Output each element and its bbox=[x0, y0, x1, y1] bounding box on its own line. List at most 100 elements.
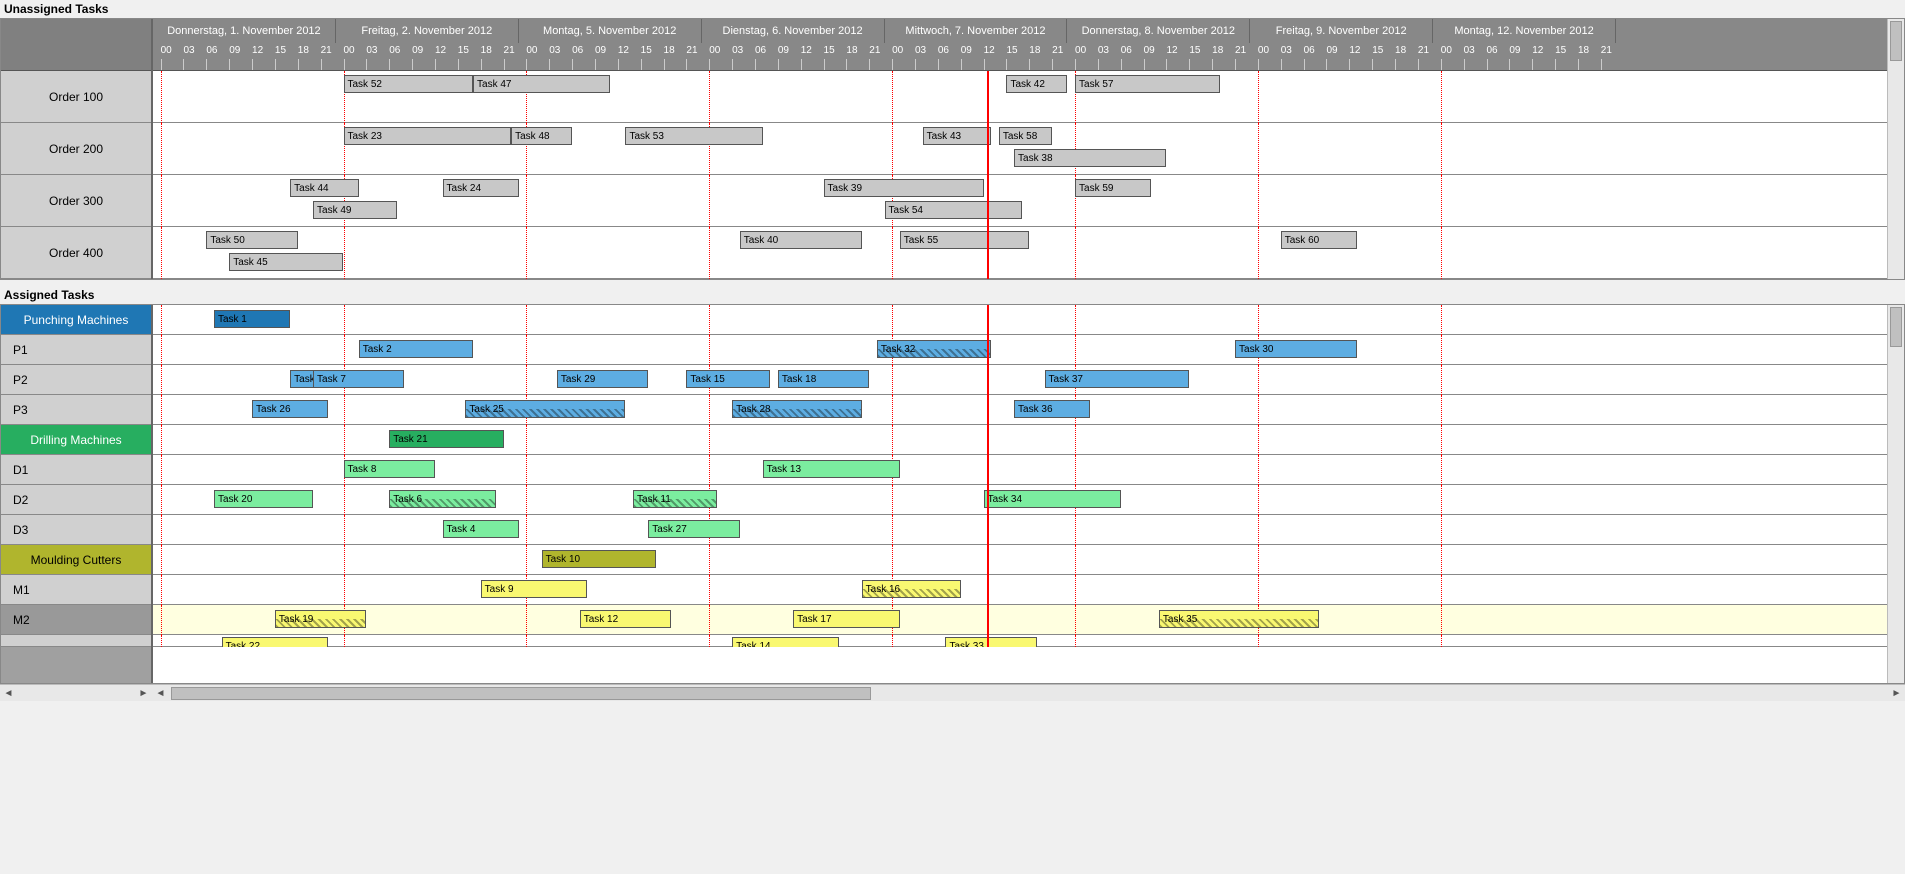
task-bar[interactable]: Task 16 bbox=[862, 580, 961, 598]
task-bar[interactable]: Task 33 bbox=[945, 637, 1036, 647]
scroll-left-icon[interactable]: ◄ bbox=[152, 686, 169, 701]
gantt-row[interactable]: Task 19 Task 12 Task 17 Task 35 bbox=[153, 605, 1887, 635]
task-bar[interactable]: Task 53 bbox=[625, 127, 762, 145]
gantt-row[interactable]: Task 50 Task 45 Task 40 Task 55 Task 60 bbox=[153, 227, 1887, 279]
row-label[interactable]: D3 bbox=[1, 515, 151, 545]
row-label[interactable]: Drilling Machines bbox=[1, 425, 151, 455]
hour-tick: 15 bbox=[1189, 43, 1200, 56]
gantt-row[interactable]: Task 9 Task 16 bbox=[153, 575, 1887, 605]
task-bar[interactable]: Task 17 bbox=[793, 610, 900, 628]
hour-tick: 03 bbox=[1098, 43, 1109, 56]
row-label[interactable]: Moulding Cutters bbox=[1, 545, 151, 575]
assigned-rows[interactable]: Task 1Task 2Task 32Task 30Task 3Task 7Ta… bbox=[153, 305, 1887, 647]
gantt-row[interactable]: Task 8 Task 13 bbox=[153, 455, 1887, 485]
unassigned-timeline[interactable]: Donnerstag, 1. November 2012Freitag, 2. … bbox=[153, 19, 1887, 279]
task-bar[interactable]: Task 27 bbox=[648, 520, 739, 538]
task-bar[interactable]: Task 6 bbox=[389, 490, 496, 508]
task-bar[interactable]: Task 50 bbox=[206, 231, 297, 249]
gantt-row[interactable]: Task 52Task 47 Task 42 Task 57 bbox=[153, 71, 1887, 123]
scroll-right-icon[interactable]: ► bbox=[1888, 686, 1905, 701]
task-bar[interactable]: Task 37 bbox=[1045, 370, 1190, 388]
task-bar[interactable]: Task 43 bbox=[923, 127, 992, 145]
task-bar[interactable]: Task 21 bbox=[389, 430, 503, 448]
task-bar[interactable]: Task 13 bbox=[763, 460, 900, 478]
row-label[interactable]: P3 bbox=[1, 395, 151, 425]
task-bar[interactable]: Task 10 bbox=[542, 550, 656, 568]
row-label[interactable] bbox=[1, 635, 151, 647]
task-bar[interactable]: Task 49 bbox=[313, 201, 397, 219]
task-bar[interactable]: Task 1 bbox=[214, 310, 290, 328]
assigned-timeline[interactable]: Task 1Task 2Task 32Task 30Task 3Task 7Ta… bbox=[153, 305, 1887, 683]
task-bar[interactable]: Task 22 bbox=[222, 637, 329, 647]
task-bar[interactable]: Task 25 bbox=[465, 400, 625, 418]
row-label[interactable]: Order 400 bbox=[1, 227, 151, 279]
row-label[interactable]: P1 bbox=[1, 335, 151, 365]
task-bar[interactable]: Task 47 bbox=[473, 75, 610, 93]
task-bar[interactable]: Task 20 bbox=[214, 490, 313, 508]
row-label[interactable]: M2 bbox=[1, 605, 151, 635]
row-label[interactable]: Punching Machines bbox=[1, 305, 151, 335]
task-bar[interactable]: Task 48 bbox=[511, 127, 572, 145]
task-bar[interactable]: Task 23 bbox=[344, 127, 512, 145]
task-bar[interactable]: Task 28 bbox=[732, 400, 862, 418]
task-bar[interactable]: Task 26 bbox=[252, 400, 328, 418]
task-bar[interactable]: Task 60 bbox=[1281, 231, 1357, 249]
task-bar[interactable]: Task 54 bbox=[885, 201, 1022, 219]
task-bar[interactable]: Task 58 bbox=[999, 127, 1052, 145]
gantt-row[interactable]: Task 4 Task 27 bbox=[153, 515, 1887, 545]
gantt-row[interactable]: Task 26 Task 25 Task 28 Task 36 bbox=[153, 395, 1887, 425]
hscroll-left[interactable]: ◄ ► bbox=[0, 684, 152, 701]
task-bar[interactable]: Task 34 bbox=[984, 490, 1121, 508]
scroll-right-icon[interactable]: ► bbox=[135, 686, 152, 701]
task-bar[interactable]: Task 8 bbox=[344, 460, 435, 478]
task-bar[interactable]: Task 59 bbox=[1075, 179, 1151, 197]
row-label[interactable]: M1 bbox=[1, 575, 151, 605]
task-bar[interactable]: Task 19 bbox=[275, 610, 366, 628]
scroll-left-icon[interactable]: ◄ bbox=[0, 686, 17, 701]
task-bar[interactable]: Task 7 bbox=[313, 370, 404, 388]
row-label[interactable]: D1 bbox=[1, 455, 151, 485]
task-bar[interactable]: Task 30 bbox=[1235, 340, 1357, 358]
task-bar[interactable]: Task 35 bbox=[1159, 610, 1319, 628]
gantt-row[interactable]: Task 20 Task 6 Task 11 Task 34 bbox=[153, 485, 1887, 515]
task-bar[interactable]: Task 14 bbox=[732, 637, 839, 647]
gantt-row[interactable]: Task 2 Task 32 Task 30 bbox=[153, 335, 1887, 365]
now-marker bbox=[987, 635, 989, 647]
task-bar[interactable]: Task 18 bbox=[778, 370, 869, 388]
gantt-row[interactable]: Task 22 Task 14 Task 33 bbox=[153, 635, 1887, 647]
row-label[interactable]: Order 200 bbox=[1, 123, 151, 175]
task-bar[interactable]: Task 32 bbox=[877, 340, 991, 358]
vscroll[interactable] bbox=[1887, 19, 1904, 279]
task-bar[interactable]: Task 42 bbox=[1006, 75, 1067, 93]
gantt-row[interactable]: Task 44 Task 24 Task 49 Task 39 Task 54 Task … bbox=[153, 175, 1887, 227]
task-bar[interactable]: Task 2 bbox=[359, 340, 473, 358]
task-bar[interactable]: Task 9 bbox=[481, 580, 588, 598]
task-bar[interactable]: Task 45 bbox=[229, 253, 343, 271]
vscroll[interactable] bbox=[1887, 305, 1904, 683]
row-label[interactable]: Order 300 bbox=[1, 175, 151, 227]
task-bar[interactable]: Task 40 bbox=[740, 231, 862, 249]
task-bar[interactable]: Task 52 bbox=[344, 75, 474, 93]
task-bar[interactable]: Task 55 bbox=[900, 231, 1030, 249]
gantt-row[interactable]: Task 21 bbox=[153, 425, 1887, 455]
unassigned-rows[interactable]: Task 52Task 47Task 42Task 57Task 23Task … bbox=[153, 71, 1887, 279]
task-bar[interactable]: Task 11 bbox=[633, 490, 717, 508]
task-bar[interactable]: Task 44 bbox=[290, 179, 359, 197]
gantt-row[interactable]: Task 23Task 48 Task 53 Task 43 Task 58 Task … bbox=[153, 123, 1887, 175]
gantt-row[interactable]: Task 10 bbox=[153, 545, 1887, 575]
row-label[interactable]: D2 bbox=[1, 485, 151, 515]
row-label[interactable]: Order 100 bbox=[1, 71, 151, 123]
hscroll-main[interactable]: ◄ ► bbox=[152, 684, 1905, 701]
task-bar[interactable]: Task 36 bbox=[1014, 400, 1090, 418]
row-label[interactable]: P2 bbox=[1, 365, 151, 395]
task-bar[interactable]: Task 4 bbox=[443, 520, 519, 538]
task-bar[interactable]: Task 15 bbox=[686, 370, 770, 388]
task-bar[interactable]: Task 57 bbox=[1075, 75, 1220, 93]
gantt-row[interactable]: Task 3Task 7Task 29Task 15Task 18Task 37 bbox=[153, 365, 1887, 395]
gantt-row[interactable]: Task 1 bbox=[153, 305, 1887, 335]
task-bar[interactable]: Task 39 bbox=[824, 179, 984, 197]
task-bar[interactable]: Task 12 bbox=[580, 610, 671, 628]
task-bar[interactable]: Task 29 bbox=[557, 370, 648, 388]
task-bar[interactable]: Task 24 bbox=[443, 179, 519, 197]
task-bar[interactable]: Task 38 bbox=[1014, 149, 1166, 167]
